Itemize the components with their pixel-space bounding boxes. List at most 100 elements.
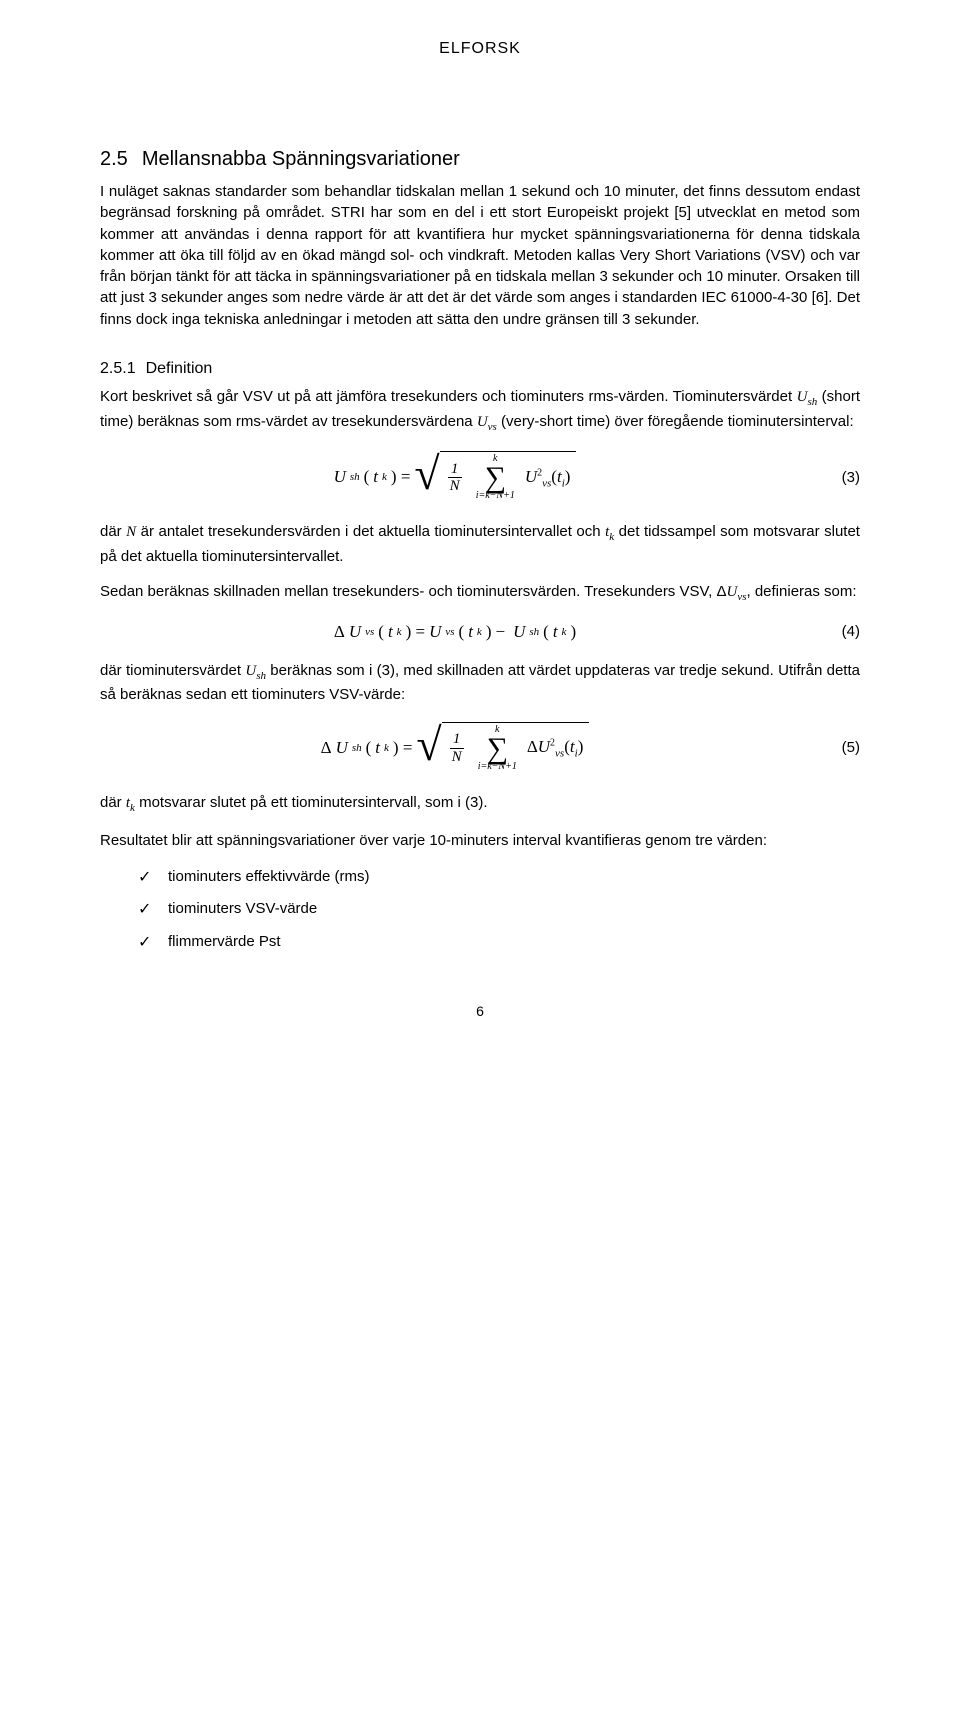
list-label: flimmervärde Pst — [168, 933, 281, 950]
eq5-term-delta: Δ — [527, 737, 538, 756]
list-item: ✓ tiominuters effektivvärde (rms) — [138, 866, 860, 889]
eq4-r1-sub: vs — [445, 626, 454, 638]
equation-3: Ush(tk) = √ 1 N k ∑ i=k−N+1 — [100, 451, 860, 503]
eq4-body: ΔUvs(tk) = Uvs(tk) − Ush(tk) — [100, 622, 810, 642]
definition-p1: Kort beskrivet så går VSV ut på att jämf… — [100, 386, 860, 435]
p4-ush-sub: sh — [256, 670, 266, 682]
uvs-inline: Uvs — [477, 414, 497, 430]
definition-p2: där N är antalet tresekundersvärden i de… — [100, 521, 860, 567]
section-paragraph: I nuläget saknas standarder som behandla… — [100, 181, 860, 330]
ush-inline-2: Ush — [245, 663, 266, 679]
p2-b: är antalet tresekundersvärden i det aktu… — [136, 523, 605, 540]
eq3-arg: t — [373, 467, 378, 487]
eq5-sum-bottom: i=k−N+1 — [478, 762, 517, 772]
sqrt-sign-icon: √ — [416, 728, 441, 780]
equation-5: ΔUsh(tk) = √ 1 N k ∑ i=k−N+1 — [100, 722, 860, 774]
list-item: ✓ tiominuters VSV-värde — [138, 898, 860, 921]
eq4-arg-sub: k — [397, 626, 402, 638]
header-text: ELFORSK — [100, 40, 860, 58]
ush-letter: U — [797, 389, 808, 405]
definition-p5: där tk motsvarar slutet på ett tiominute… — [100, 792, 860, 817]
eq5-delta: Δ — [321, 738, 332, 758]
eq4-r1-arg-sub: k — [477, 626, 482, 638]
eq4-r2-sub: sh — [529, 626, 539, 638]
p3-U: U — [726, 584, 737, 600]
eq3-number: (3) — [810, 469, 860, 486]
p3-a: Sedan beräknas skillnaden mellan treseku… — [100, 583, 726, 600]
equation-4: ΔUvs(tk) = Uvs(tk) − Ush(tk) (4) — [100, 622, 860, 642]
ush-sub: sh — [807, 396, 817, 408]
eq4-delta: Δ — [334, 622, 345, 642]
eq3-lhs-sub: sh — [350, 471, 360, 483]
eq4-r2-arg-sub: k — [562, 626, 567, 638]
eq4-minus: − — [495, 622, 505, 642]
check-icon: ✓ — [138, 931, 151, 955]
eq5-body: ΔUsh(tk) = √ 1 N k ∑ i=k−N+1 — [100, 722, 810, 774]
eq5-sum: k ∑ i=k−N+1 — [478, 725, 517, 772]
p5-b: motsvarar slutet på ett tiominutersinter… — [135, 794, 488, 811]
definition-p4: där tiominutersvärdet Ush beräknas som i… — [100, 660, 860, 706]
p1-c: (very-short time) över föregående tiomin… — [497, 413, 854, 430]
list-label: tiominuters VSV-värde — [168, 900, 317, 917]
uvs-letter: U — [477, 414, 488, 430]
eq5-frac-den: N — [450, 748, 464, 766]
eq5-number: (5) — [810, 739, 860, 756]
eq3-term: U — [525, 467, 537, 486]
duvs-inline: Uvs — [726, 584, 746, 600]
result-list: ✓ tiominuters effektivvärde (rms) ✓ tiomin… — [138, 866, 860, 954]
eq4-r2: U — [513, 622, 525, 642]
tk-inline-2: tk — [126, 795, 135, 811]
p2-a: där — [100, 523, 126, 540]
p2-N: N — [126, 524, 136, 540]
tk-inline: tk — [605, 524, 614, 540]
list-item: ✓ flimmervärde Pst — [138, 931, 860, 954]
eq3-frac-num: 1 — [449, 461, 461, 478]
sigma-icon: ∑ — [487, 735, 508, 762]
eq5-frac-num: 1 — [451, 731, 463, 748]
sqrt-sign-icon: √ — [414, 457, 439, 509]
page: ELFORSK 2.5 Mellansnabba Spänningsvariati… — [0, 0, 960, 1079]
eq5-lhs-sub: sh — [352, 742, 362, 754]
p3-U-sub: vs — [737, 591, 746, 603]
subsection-title: Definition — [146, 360, 213, 377]
ush-inline: Ush — [797, 389, 818, 405]
p5-a: där — [100, 794, 126, 811]
check-icon: ✓ — [138, 898, 151, 922]
section-title: Mellansnabba Spänningsvariationer — [142, 148, 460, 170]
eq4-r1-arg: t — [468, 622, 473, 642]
sigma-icon: ∑ — [485, 464, 506, 491]
uvs-sub: vs — [488, 421, 497, 433]
definition-p6: Resultatet blir att spänningsvariationer… — [100, 830, 860, 851]
eq4-arg: t — [388, 622, 393, 642]
eq3-sum: k ∑ i=k−N+1 — [476, 454, 515, 501]
eq3-arg-sub: k — [382, 471, 387, 483]
list-label: tiominuters effektivvärde (rms) — [168, 868, 369, 885]
p4-a: där tiominutersvärdet — [100, 662, 245, 679]
eq5-arg: t — [375, 738, 380, 758]
eq3-sum-bottom: i=k−N+1 — [476, 491, 515, 501]
eq4-lhs: U — [349, 622, 361, 642]
eq4-number: (4) — [810, 623, 860, 640]
page-number: 6 — [100, 1003, 860, 1019]
p4-ush: U — [245, 663, 256, 679]
p1-a: Kort beskrivet så går VSV ut på att jämf… — [100, 388, 797, 405]
eq3-term-sub: vs — [542, 477, 551, 489]
eq5-term-sub: vs — [555, 747, 564, 759]
p3-b: , definieras som: — [747, 583, 857, 600]
section-number: 2.5 — [100, 148, 128, 171]
eq5-frac: 1 N — [450, 731, 464, 765]
definition-p3: Sedan beräknas skillnaden mellan treseku… — [100, 581, 860, 606]
eq4-r2-arg: t — [553, 622, 558, 642]
subsection-heading: 2.5.1 Definition — [100, 360, 860, 378]
eq5-term: U — [538, 737, 550, 756]
subsection-number: 2.5.1 — [100, 360, 136, 377]
eq5-lhs: U — [336, 738, 348, 758]
check-icon: ✓ — [138, 866, 151, 890]
eq3-body: Ush(tk) = √ 1 N k ∑ i=k−N+1 — [100, 451, 810, 503]
eq4-lhs-sub: vs — [365, 626, 374, 638]
eq4-r1: U — [429, 622, 441, 642]
eq3-lhs: U — [334, 467, 346, 487]
eq3-frac-den: N — [448, 477, 462, 495]
eq3-frac: 1 N — [448, 461, 462, 495]
eq5-arg-sub: k — [384, 742, 389, 754]
